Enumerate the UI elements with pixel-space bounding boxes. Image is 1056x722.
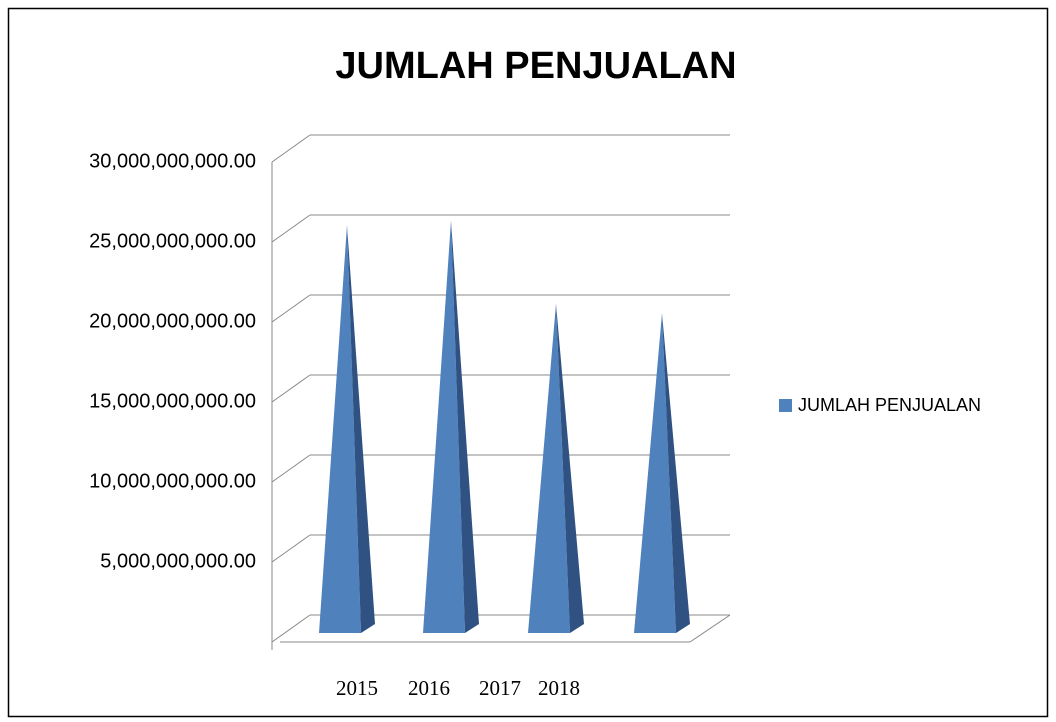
chart-frame	[7, 7, 1049, 718]
legend-label: JUMLAH PENJUALAN	[798, 395, 981, 415]
y-tick-label: 30,000,000,000.00	[89, 150, 256, 172]
y-tick-label: 20,000,000,000.00	[89, 310, 256, 332]
grid-line	[271, 374, 311, 403]
y-tick-label: 5,000,000,000.00	[100, 550, 256, 572]
grid-line	[271, 534, 311, 563]
pyramid-side	[556, 303, 584, 633]
pyramid-side	[662, 313, 690, 633]
grid-line	[271, 454, 311, 483]
y-tick-label: 15,000,000,000.00	[89, 390, 256, 412]
x-tick-label: 2018	[538, 676, 580, 700]
legend-swatch	[779, 399, 792, 412]
chart-title: JUMLAH PENJUALAN	[335, 45, 736, 87]
x-tick-label: 2015	[336, 676, 378, 700]
pyramid-front	[528, 303, 570, 633]
floor-right-edge	[689, 614, 731, 643]
floor-left-edge	[271, 614, 311, 643]
y-tick-label: 10,000,000,000.00	[89, 470, 256, 492]
grid-line	[271, 214, 311, 243]
y-tick-label: 25,000,000,000.00	[89, 230, 256, 252]
pyramid-front	[634, 313, 676, 633]
grid-line	[271, 134, 311, 163]
x-tick-label: 2016	[408, 676, 450, 700]
x-tick-label: 2017	[479, 676, 521, 700]
pyramid-side	[347, 225, 375, 634]
pyramid-side	[451, 220, 479, 633]
grid-line	[271, 294, 311, 323]
